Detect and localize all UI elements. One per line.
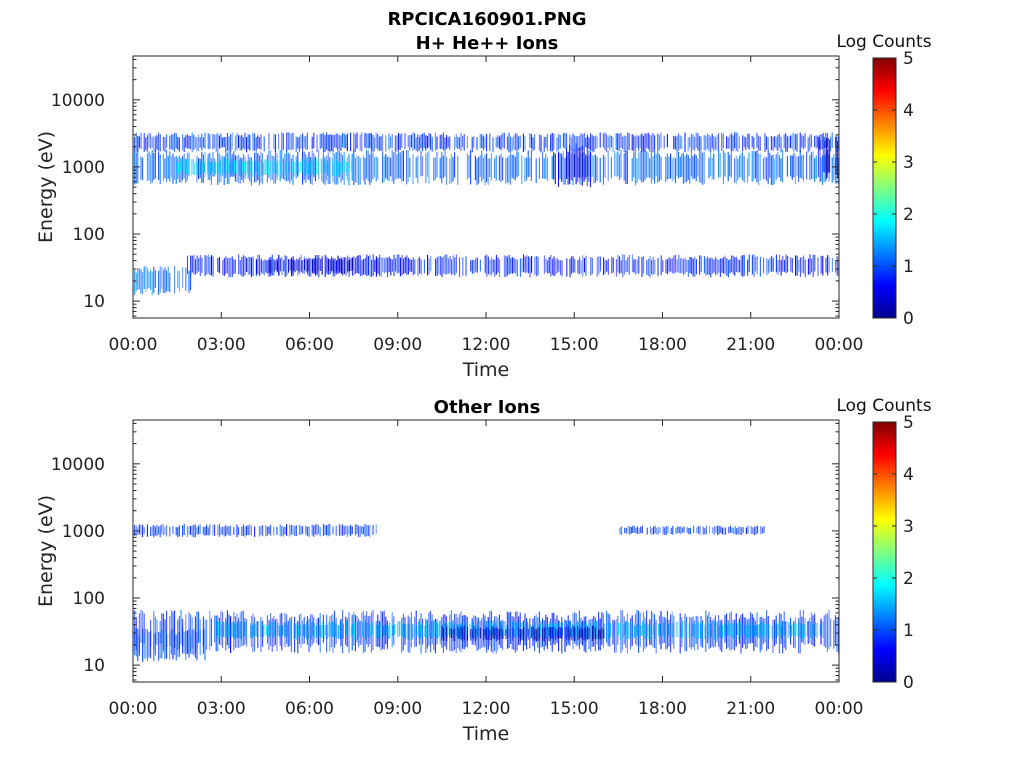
- y-tick-label: 10000: [51, 455, 105, 475]
- panel-other-ions: Other Ions 00:00 03:00 06:00 09:00 12:00 15:0…: [35, 396, 932, 745]
- colorbar-tick-label: 4: [903, 465, 914, 485]
- x-tick-label: 21:00: [726, 335, 775, 355]
- data-band: [216, 620, 824, 640]
- y-tick-label: 1000: [62, 158, 105, 178]
- data-band: [186, 254, 840, 278]
- colorbar-tick-label: 2: [903, 569, 914, 589]
- x-axis-label: Time: [462, 723, 510, 745]
- colorbar: Log Counts 0 1 2 3 4 5: [836, 396, 931, 693]
- x-axis-label: Time: [462, 359, 510, 381]
- colorbar-label: Log Counts: [836, 32, 931, 52]
- x-tick-label: 12:00: [462, 335, 511, 355]
- colorbar-tick-label: 1: [903, 257, 914, 277]
- colorbar: Log Counts 0 1 2 3 4 5: [836, 32, 931, 329]
- colorbar-tick-label: 0: [903, 673, 914, 693]
- figure-title: RPCICA160901.PNG: [387, 9, 586, 30]
- x-tick-label: 15:00: [550, 335, 599, 355]
- data-band: [619, 525, 765, 536]
- x-tick-label: 21:00: [726, 699, 775, 719]
- panel-h-he-ions: H+ He++ Ions 00:00 03:00 06:00 09:00 12:00 15…: [35, 32, 932, 381]
- data-band: [132, 149, 840, 186]
- x-tick-label: 03:00: [197, 699, 246, 719]
- colorbar-tick-label: 3: [903, 517, 914, 537]
- x-tick-label: 09:00: [373, 335, 422, 355]
- y-axis-ticks: 10 100 1000 10000: [51, 422, 839, 681]
- x-tick-label: 15:00: [550, 699, 599, 719]
- colorbar-tick-label: 1: [903, 621, 914, 641]
- y-tick-label: 10: [83, 656, 105, 676]
- colorbar-gradient: [872, 57, 897, 319]
- x-tick-label: 06:00: [285, 335, 334, 355]
- x-tick-label: 03:00: [197, 335, 246, 355]
- x-tick-label: 12:00: [462, 699, 511, 719]
- colorbar-ticks: 0 1 2 3 4 5: [873, 413, 914, 693]
- x-tick-label: 00:00: [815, 699, 864, 719]
- x-axis-ticks: 00:00 03:00 06:00 09:00 12:00 15:00 18:00 21:00…: [109, 56, 864, 355]
- data-band: [553, 142, 592, 188]
- x-tick-label: 18:00: [638, 335, 687, 355]
- data-band: [132, 609, 840, 654]
- plot-frame: [132, 55, 840, 319]
- data-band: [256, 257, 354, 275]
- panel-title: H+ He++ Ions: [416, 33, 559, 54]
- colorbar-tick-label: 5: [903, 413, 914, 433]
- y-axis-label: Energy (eV): [35, 495, 57, 607]
- colorbar-tick-label: 0: [903, 309, 914, 329]
- colorbar-ticks: 0 1 2 3 4 5: [873, 49, 914, 329]
- y-tick-label: 100: [73, 589, 105, 609]
- colorbar-tick-label: 2: [903, 205, 914, 225]
- colorbar-label: Log Counts: [836, 396, 931, 416]
- y-tick-label: 1000: [62, 522, 105, 542]
- x-tick-label: 00:00: [815, 335, 864, 355]
- y-tick-label: 10: [83, 292, 105, 312]
- x-tick-label: 18:00: [638, 699, 687, 719]
- data-band: [134, 265, 192, 296]
- x-tick-label: 00:00: [109, 699, 158, 719]
- data-band: [441, 625, 605, 642]
- colorbar-tick-label: 5: [903, 49, 914, 69]
- data-band: [132, 523, 377, 538]
- y-tick-label: 10000: [51, 91, 105, 111]
- colorbar-tick-label: 3: [903, 153, 914, 173]
- data-band: [132, 626, 206, 662]
- x-tick-label: 06:00: [285, 699, 334, 719]
- data-band: [132, 132, 840, 153]
- data-band: [176, 158, 353, 177]
- colorbar-gradient: [872, 421, 897, 683]
- panel-title: Other Ions: [434, 397, 541, 418]
- x-axis-ticks: 00:00 03:00 06:00 09:00 12:00 15:00 18:00 21:00…: [109, 420, 864, 719]
- x-tick-label: 00:00: [109, 335, 158, 355]
- spectrogram-plot: [132, 523, 840, 662]
- x-tick-label: 09:00: [373, 699, 422, 719]
- y-axis-label: Energy (eV): [35, 131, 57, 243]
- y-axis-ticks: 10 100 1000 10000: [51, 58, 839, 317]
- y-tick-label: 100: [73, 225, 105, 245]
- spectrogram-plot: [132, 132, 840, 296]
- colorbar-tick-label: 4: [903, 101, 914, 121]
